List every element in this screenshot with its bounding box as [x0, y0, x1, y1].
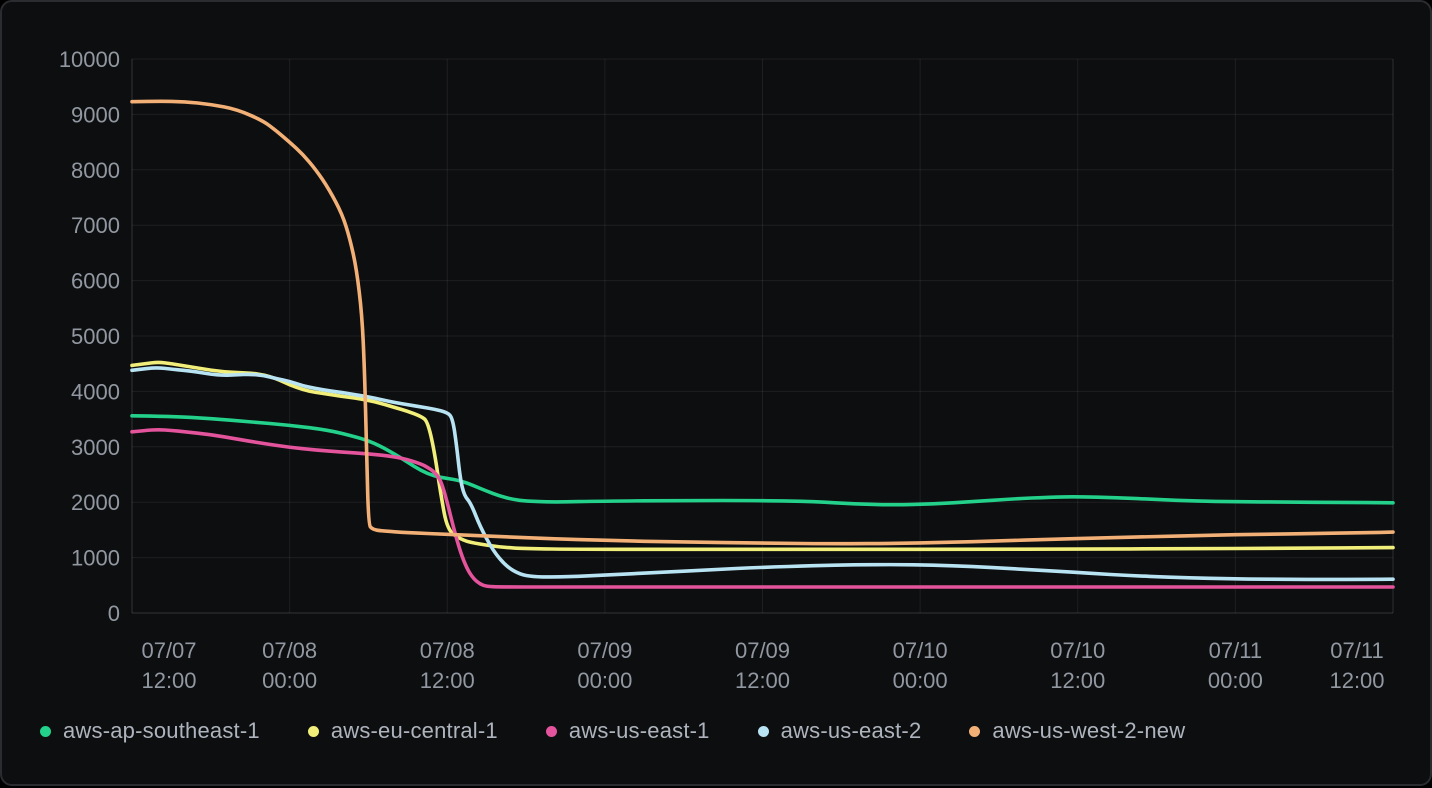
- x-axis-tick-label: 07/09 00:00: [577, 638, 632, 693]
- x-axis-tick-label: 07/11 12:00: [1329, 638, 1384, 693]
- y-axis-tick-label: 2000: [71, 490, 120, 515]
- legend-label: aws-ap-southeast-1: [63, 718, 260, 743]
- y-axis-tick-label: 7000: [71, 213, 120, 238]
- legend-item-aws-us-east-1[interactable]: aws-us-east-1: [545, 718, 710, 744]
- y-axis-tick-label: 5000: [71, 324, 120, 349]
- legend-dot-icon: [969, 725, 981, 737]
- x-axis-tick-label: 07/09 12:00: [735, 638, 790, 693]
- y-axis-tick-label: 4000: [71, 379, 120, 404]
- legend-item-aws-eu-central-1[interactable]: aws-eu-central-1: [307, 718, 498, 744]
- series-line-aws-us-east-1: [130, 428, 1395, 589]
- legend-label: aws-us-west-2-new: [992, 718, 1186, 743]
- series-line-aws-us-east-2: [130, 366, 1395, 582]
- x-axis-tick-label: 07/10 00:00: [893, 638, 948, 693]
- y-axis-tick-label: 9000: [71, 102, 120, 127]
- x-axis-tick-label: 07/08 12:00: [420, 638, 475, 693]
- y-axis-tick-label: 10000: [59, 47, 120, 72]
- legend-item-aws-us-west-2-new[interactable]: aws-us-west-2-new: [969, 718, 1185, 744]
- series-line-aws-us-west-2-new: [130, 99, 1395, 546]
- y-axis-tick-label: 8000: [71, 158, 120, 183]
- legend-item-aws-ap-southeast-1[interactable]: aws-ap-southeast-1: [40, 718, 260, 744]
- x-axis-tick-label: 07/10 12:00: [1050, 638, 1105, 693]
- y-axis-tick-label: 1000: [71, 546, 120, 571]
- legend-dot-icon: [545, 725, 557, 737]
- y-axis-tick-label: 0: [108, 601, 120, 626]
- legend-label: aws-us-east-1: [568, 718, 710, 743]
- chart-legend: aws-ap-southeast-1 aws-eu-central-1 aws-us…: [40, 718, 1185, 744]
- legend-dot-icon: [307, 725, 319, 737]
- y-axis-tick-label: 3000: [71, 435, 120, 460]
- legend-item-aws-us-east-2[interactable]: aws-us-east-2: [757, 718, 922, 744]
- legend-dot-icon: [40, 725, 51, 737]
- legend-label: aws-us-east-2: [780, 718, 922, 743]
- x-axis-tick-label: 07/08 00:00: [262, 638, 317, 693]
- x-axis-tick-label: 07/07 12:00: [141, 638, 196, 693]
- legend-label: aws-eu-central-1: [330, 718, 498, 743]
- legend-dot-icon: [757, 725, 769, 737]
- series-line-aws-ap-southeast-1: [130, 414, 1395, 507]
- y-axis-tick-label: 6000: [71, 269, 120, 294]
- x-axis-tick-label: 07/11 00:00: [1208, 638, 1263, 693]
